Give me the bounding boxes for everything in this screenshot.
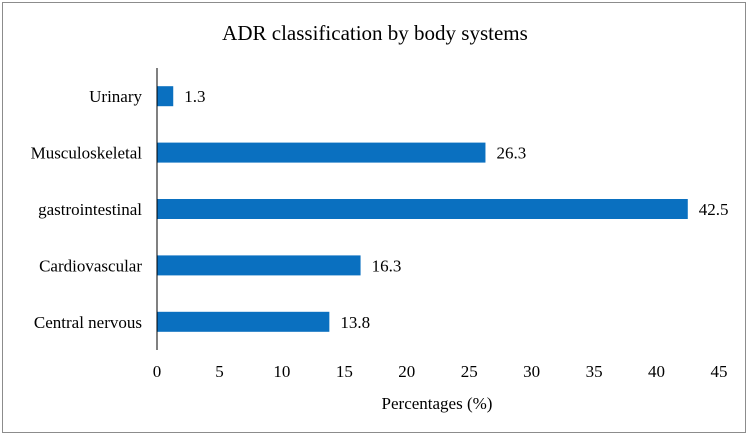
data-label: 1.3 [184,87,205,106]
bar-gastrointestinal [157,199,688,219]
category-label: Central nervous [34,313,142,332]
category-label: Urinary [89,87,142,106]
x-tick-label: 15 [336,362,353,381]
category-label: Musculoskeletal [31,144,143,163]
chart-title: ADR classification by body systems [222,21,528,45]
x-tick-labels-group: 0 5 10 15 20 25 30 35 40 45 [153,362,728,381]
x-axis-label: Percentages (%) [382,394,493,413]
bar-cardiovascular [157,255,361,276]
x-tick-label: 45 [711,362,728,381]
category-labels-group: Urinary Musculoskeletal gastrointestinal Ca… [31,87,143,332]
x-tick-label: 0 [153,362,162,381]
data-labels-group: 1.3 26.3 42.5 16.3 13.8 [184,87,728,332]
data-label: 42.5 [699,200,729,219]
category-label: gastrointestinal [38,200,142,219]
x-tick-label: 10 [273,362,290,381]
x-tick-label: 40 [648,362,665,381]
x-tick-label: 5 [215,362,224,381]
data-label: 16.3 [372,256,402,275]
bars-group [157,86,688,332]
x-tick-label: 35 [586,362,603,381]
data-label: 13.8 [340,313,370,332]
x-tick-label: 20 [398,362,415,381]
data-label: 26.3 [496,144,526,163]
x-tick-label: 25 [461,362,478,381]
bar-musculoskeletal [157,142,486,163]
x-tick-label: 30 [523,362,540,381]
bar-central-nervous [157,311,330,332]
category-label: Cardiovascular [39,256,142,275]
bar-urinary [157,86,174,107]
